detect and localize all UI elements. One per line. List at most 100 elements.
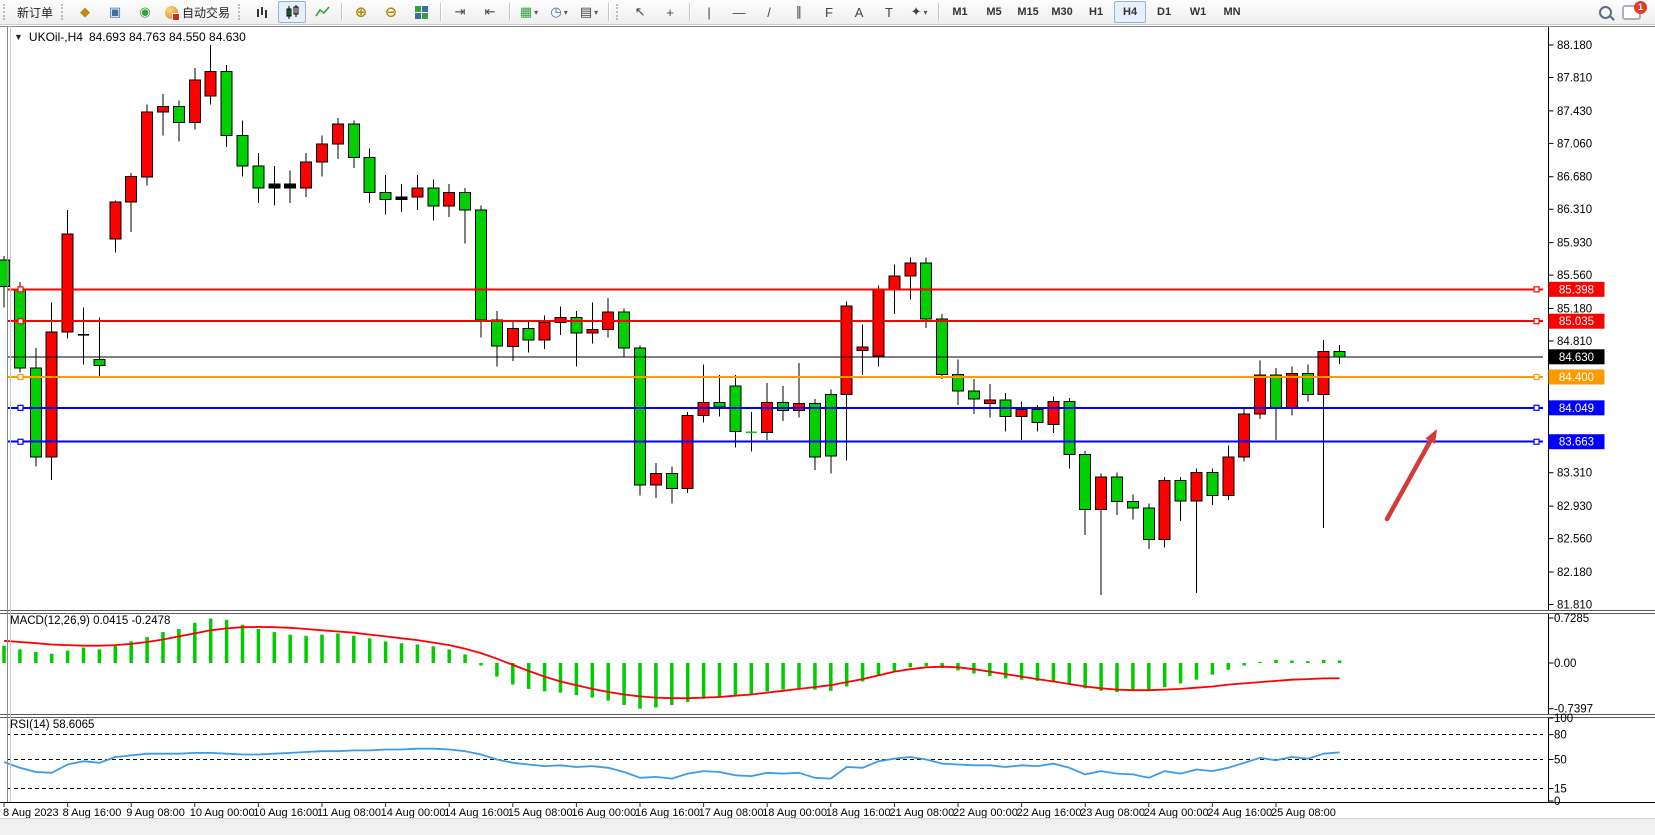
chart-ohlc-values: 84.693 84.763 84.550 84.630: [88, 30, 246, 44]
chevron-down-icon: ▾: [534, 7, 539, 17]
notification-badge: 1: [1634, 0, 1647, 14]
chevron-down-icon: ▾: [563, 7, 568, 17]
timeframe-H1[interactable]: H1: [1089, 6, 1104, 18]
svg-text:87.810: 87.810: [1557, 72, 1592, 84]
timeframe-D1[interactable]: D1: [1157, 6, 1172, 18]
svg-text:85.560: 85.560: [1557, 270, 1592, 282]
svg-text:82.560: 82.560: [1557, 534, 1592, 546]
search-icon[interactable]: [1599, 5, 1612, 19]
fibonacci-tool-icon[interactable]: F: [825, 4, 833, 20]
svg-text:86.680: 86.680: [1557, 172, 1592, 184]
chart-shift-icon[interactable]: ⇤: [484, 4, 496, 19]
status-bar: [0, 818, 1655, 835]
svg-text:8 Aug 16:00: 8 Aug 16:00: [63, 807, 122, 818]
label-tool-icon[interactable]: T: [885, 4, 893, 20]
svg-text:16 Aug 16:00: 16 Aug 16:00: [635, 807, 700, 818]
svg-text:23 Aug 08:00: 23 Aug 08:00: [1080, 807, 1145, 818]
channel-tool-icon[interactable]: ∥: [795, 4, 803, 19]
svg-text:18 Aug 00:00: 18 Aug 00:00: [762, 807, 827, 818]
vertical-line-tool-icon[interactable]: |: [707, 4, 711, 20]
svg-text:86.310: 86.310: [1557, 204, 1592, 216]
terminal-icon[interactable]: ▣: [108, 4, 122, 19]
toolbar-drag-handle[interactable]: [616, 4, 621, 20]
auto-trading-globe-icon: [165, 5, 181, 21]
auto-trading-button[interactable]: 自动交易: [161, 1, 234, 23]
chart-title-bar: ▼ UKOil-,H4 84.693 84.763 84.550 84.630: [14, 30, 246, 44]
svg-text:21 Aug 08:00: 21 Aug 08:00: [889, 807, 954, 818]
timeframe-M30[interactable]: M30: [1051, 6, 1073, 18]
rsi-indicator-label: RSI(14) 58.6065: [10, 719, 95, 731]
tile-windows-icon[interactable]: [407, 1, 435, 23]
svg-text:82.180: 82.180: [1557, 567, 1592, 579]
crosshair-tool-icon[interactable]: +: [666, 4, 674, 20]
svg-text:84.630: 84.630: [1559, 352, 1594, 364]
svg-text:50: 50: [1554, 755, 1567, 767]
toolbar-drag-handle[interactable]: [61, 4, 66, 20]
svg-text:15 Aug 08:00: 15 Aug 08:00: [508, 807, 573, 818]
zoom-in-icon[interactable]: ⊕: [354, 4, 368, 21]
chart-symbol-period: UKOil-,H4: [28, 30, 83, 44]
new-chart-button[interactable]: ▦ ▾: [519, 4, 539, 19]
svg-text:87.060: 87.060: [1557, 138, 1592, 150]
macd-indicator-label: MACD(12,26,9) 0.0415 -0.2478: [10, 615, 171, 627]
timeframe-M1[interactable]: M1: [952, 6, 968, 18]
svg-text:16 Aug 00:00: 16 Aug 00:00: [571, 807, 636, 818]
svg-text:17 Aug 08:00: 17 Aug 08:00: [699, 807, 764, 818]
timeframe-W1[interactable]: W1: [1189, 6, 1207, 18]
svg-text:85.398: 85.398: [1559, 284, 1594, 296]
period-button[interactable]: ◷ ▾: [550, 4, 568, 19]
svg-text:88.180: 88.180: [1557, 40, 1592, 52]
new-order-button[interactable]: 新订单: [17, 5, 54, 20]
collapse-arrow-icon[interactable]: ▼: [14, 32, 23, 42]
svg-text:11 Aug 08:00: 11 Aug 08:00: [317, 807, 381, 818]
svg-text:83.310: 83.310: [1557, 468, 1592, 480]
chart-window: 88.180 87.810 87.430 87.060 86.680 86.310 85.9…: [0, 24, 1655, 818]
timeframe-H4[interactable]: H4: [1114, 1, 1147, 23]
candlestick-chart-icon[interactable]: [278, 1, 307, 23]
chevron-down-icon: ▾: [594, 7, 599, 17]
svg-text:22 Aug 00:00: 22 Aug 00:00: [953, 807, 1018, 818]
svg-text:25 Aug 08:00: 25 Aug 08:00: [1271, 807, 1336, 818]
toolbar-drag-handle[interactable]: [3, 4, 8, 20]
timeframe-MN[interactable]: MN: [1223, 6, 1241, 18]
auto-scroll-icon[interactable]: ⇥: [454, 4, 466, 19]
timeframe-M5[interactable]: M5: [986, 6, 1002, 18]
horizontal-line-tool-icon[interactable]: —: [732, 4, 746, 20]
svg-text:10 Aug 00:00: 10 Aug 00:00: [190, 807, 255, 818]
toolbar: 新订单 ◆ ▣ ◉ 自动交易 ⊕ ⊖ ⇥ ⇤ ▦ ▾ ◷ ▾ ▤ ▾ ↖ + | — …: [0, 0, 1655, 25]
svg-text:85.035: 85.035: [1559, 316, 1594, 328]
shapes-tool-button[interactable]: ✦ ▾: [910, 4, 928, 19]
svg-text:84.400: 84.400: [1559, 372, 1594, 384]
svg-text:18 Aug 16:00: 18 Aug 16:00: [826, 807, 891, 818]
trendline-tool-icon[interactable]: /: [767, 4, 771, 20]
timeframe-M15[interactable]: M15: [1017, 6, 1039, 18]
svg-text:14 Aug 00:00: 14 Aug 00:00: [381, 807, 446, 818]
svg-text:84.049: 84.049: [1559, 403, 1594, 415]
zoom-out-icon[interactable]: ⊖: [384, 4, 398, 21]
svg-text:0.7285: 0.7285: [1554, 613, 1589, 625]
svg-text:24 Aug 16:00: 24 Aug 16:00: [1207, 807, 1272, 818]
charts-icon[interactable]: ◆: [80, 4, 91, 19]
svg-text:83.663: 83.663: [1559, 437, 1594, 449]
svg-text:80: 80: [1554, 730, 1567, 742]
svg-text:87.430: 87.430: [1557, 106, 1592, 118]
svg-text:85.180: 85.180: [1557, 303, 1592, 315]
chat-icon[interactable]: 1: [1622, 0, 1647, 20]
svg-text:82.930: 82.930: [1557, 501, 1592, 513]
bar-chart-icon[interactable]: [248, 1, 276, 23]
signals-icon[interactable]: ◉: [139, 4, 151, 19]
text-tool-icon[interactable]: A: [854, 4, 864, 20]
svg-text:85.930: 85.930: [1557, 238, 1592, 250]
cursor-tool-icon[interactable]: ↖: [634, 4, 646, 19]
svg-text:84.810: 84.810: [1557, 336, 1592, 348]
svg-text:14 Aug 16:00: 14 Aug 16:00: [444, 807, 509, 818]
line-chart-icon[interactable]: [308, 1, 336, 23]
chart-canvas[interactable]: 88.180 87.810 87.430 87.060 86.680 86.310 85.9…: [0, 26, 1655, 818]
svg-text:15: 15: [1554, 784, 1567, 796]
template-button[interactable]: ▤ ▾: [579, 4, 599, 19]
toolbar-drag-handle[interactable]: [238, 4, 243, 20]
svg-text:22 Aug 16:00: 22 Aug 16:00: [1017, 807, 1082, 818]
svg-text:10 Aug 16:00: 10 Aug 16:00: [253, 807, 318, 818]
svg-text:81.810: 81.810: [1557, 599, 1592, 611]
svg-text:24 Aug 00:00: 24 Aug 00:00: [1144, 807, 1209, 818]
